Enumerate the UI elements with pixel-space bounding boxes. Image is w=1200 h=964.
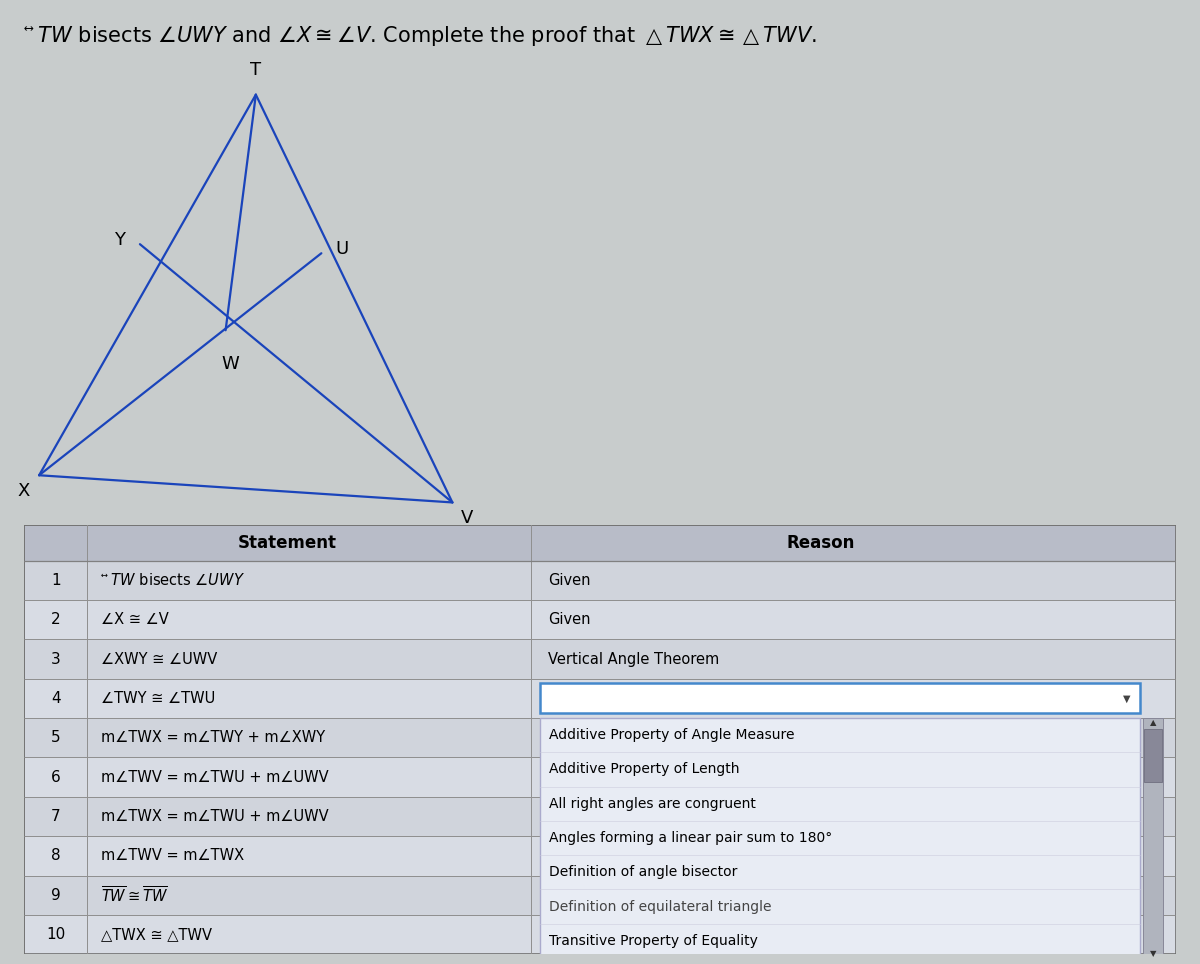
Text: 6: 6 [50,769,60,785]
Text: Angles forming a linear pair sum to 180°: Angles forming a linear pair sum to 180° [550,831,833,845]
Bar [24,758,88,797]
Bar [88,679,530,718]
Bar [24,915,88,954]
Text: Statement: Statement [238,534,336,552]
Text: 3: 3 [50,652,60,666]
Text: $\overline{TW} \cong \overline{TW}$: $\overline{TW} \cong \overline{TW}$ [101,885,168,905]
Text: ∠XWY ≅ ∠UWV: ∠XWY ≅ ∠UWV [101,652,217,666]
Text: Given: Given [548,612,590,628]
Text: W: W [222,355,240,373]
Bar [530,875,1176,915]
Bar [88,836,530,875]
Bar [530,679,1176,718]
Text: Reason: Reason [787,534,856,552]
Text: ▼: ▼ [1123,693,1130,704]
Text: Transitive Property of Equality: Transitive Property of Equality [550,934,758,948]
Text: 7: 7 [50,809,60,824]
Bar [530,797,1176,836]
Bar [1142,718,1163,958]
Bar [24,679,88,718]
Text: 4: 4 [50,691,60,706]
Bar [88,875,530,915]
Text: U: U [335,240,348,257]
Text: ∠X ≅ ∠V: ∠X ≅ ∠V [101,612,169,628]
Text: △TWX ≅ △TWV: △TWX ≅ △TWV [101,927,212,942]
Text: V: V [461,509,474,527]
Bar [24,797,88,836]
Text: 10: 10 [46,927,65,942]
Bar [530,639,1176,679]
Bar [24,639,88,679]
Bar [88,797,530,836]
Text: 8: 8 [50,848,60,864]
Text: Vertical Angle Theorem: Vertical Angle Theorem [548,652,720,666]
Text: 5: 5 [50,731,60,745]
Text: 2: 2 [50,612,60,628]
Text: Additive Property of Angle Measure: Additive Property of Angle Measure [550,728,794,742]
Bar [88,600,530,639]
Bar [530,718,1176,758]
Text: ▼: ▼ [1150,950,1157,958]
Text: All right angles are congruent: All right angles are congruent [550,796,756,811]
Bar [530,525,1176,560]
Text: $\overleftrightarrow{TW}$ bisects $\angle UWY$: $\overleftrightarrow{TW}$ bisects $\angl… [101,573,245,588]
Bar [530,915,1176,954]
Bar [24,560,88,600]
Text: m∠TWV = m∠TWX: m∠TWV = m∠TWX [101,848,245,864]
Bar [88,718,530,758]
Bar [24,875,88,915]
Text: ∠TWY ≅ ∠TWU: ∠TWY ≅ ∠TWU [101,691,216,706]
Bar [88,525,530,560]
Text: T: T [251,61,262,79]
Bar [88,915,530,954]
Text: Y: Y [114,230,125,249]
Text: Additive Property of Length: Additive Property of Length [550,763,740,776]
Text: ▲: ▲ [1150,718,1157,727]
Bar [540,718,1140,958]
Bar [24,718,88,758]
Bar [88,758,530,797]
Text: Reflexive Property of Congruence: Reflexive Property of Congruence [548,888,793,903]
Text: m∠TWV = m∠TWU + m∠UWV: m∠TWV = m∠TWU + m∠UWV [101,769,329,785]
Bar [530,560,1176,600]
Bar [530,836,1176,875]
Bar [530,600,1176,639]
Text: Given: Given [548,573,590,588]
Text: $\overleftrightarrow{TW}$ bisects $\angle UWY$ and $\angle X \cong \angle V$. Co: $\overleftrightarrow{TW}$ bisects $\angl… [24,24,817,48]
Bar [88,639,530,679]
Bar [1144,729,1162,782]
Text: Definition of equilateral triangle: Definition of equilateral triangle [550,899,772,914]
Bar [24,600,88,639]
Bar [530,758,1176,797]
Bar [24,525,88,560]
Text: 9: 9 [50,888,60,903]
Text: Definition of angle bisector: Definition of angle bisector [550,866,738,879]
Text: 1: 1 [50,573,60,588]
Text: X: X [18,482,30,500]
Bar [24,836,88,875]
Text: m∠TWX = m∠TWU + m∠UWV: m∠TWX = m∠TWU + m∠UWV [101,809,329,824]
Text: AAS: AAS [548,927,578,942]
Text: m∠TWX = m∠TWY + m∠XWY: m∠TWX = m∠TWY + m∠XWY [101,731,325,745]
Bar [88,560,530,600]
Bar [540,683,1140,713]
